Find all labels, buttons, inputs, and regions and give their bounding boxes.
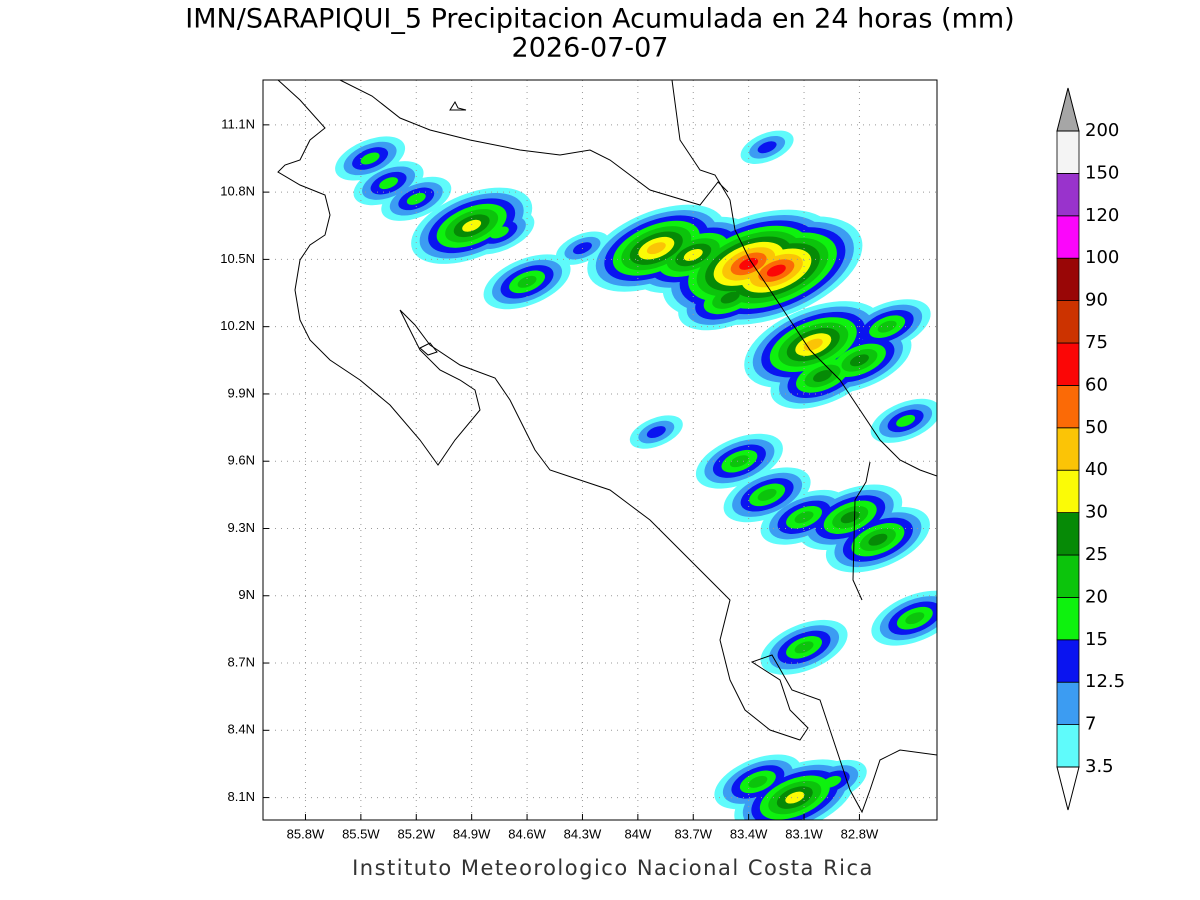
colorbar-under [1056,766,1080,811]
axes: 85.8W 85.5W 85.2W 84.9W 84.6W 84.3W 84W 83.7W 83… [220,116,879,841]
colorbar-label: 25 [1085,544,1108,565]
y-tick-label: 9.6N [228,453,255,468]
precip-contour [785,791,805,804]
colorbar-swatch [1056,427,1080,471]
x-tick-label: 84W [624,826,651,841]
y-tick-label: 9.3N [228,520,255,535]
precip-contour [489,226,509,239]
colorbar-swatch [1056,724,1080,768]
precip-contour [896,414,916,427]
colorbar-swatch [1056,172,1080,217]
x-tick-label: 85.2W [397,826,435,841]
precip-contour [822,775,842,788]
subtitle: 2026-07-07 [512,33,669,64]
y-tick-label: 10.5N [220,251,255,266]
colorbar-label: 7 [1085,714,1096,735]
precip-contour [813,370,832,382]
panama-border [852,461,871,601]
y-tick-label: 9.9N [228,385,255,400]
colorbar-swatch [1056,384,1080,429]
x-tick-label: 85.5W [342,826,380,841]
colorbar-label: 200 [1085,120,1119,141]
colorbar-label: 12.5 [1085,671,1125,692]
colorbar-label: 75 [1085,332,1108,353]
precip-contour [729,455,749,468]
precip-contour [868,533,888,546]
y-tick-label: 11.1N [221,116,255,131]
colorbar-label: 15 [1085,629,1108,650]
precip-contour [646,426,666,439]
pacific-coast [277,80,937,814]
colorbar-label: 40 [1085,459,1108,480]
colorbar-label: 20 [1085,586,1108,607]
y-tick-label: 8.1N [228,789,255,804]
caribbean-coast [671,80,937,477]
x-tick-label: 84.3W [564,826,602,841]
precip-contour [360,152,380,165]
x-tick-label: 83.1W [785,826,823,841]
precip-contour [766,264,786,277]
y-tick-label: 10.2N [220,318,255,333]
colorbar-label: 50 [1085,417,1108,438]
precip-contour [794,511,814,524]
colorbar-label: 60 [1085,374,1108,395]
precip-contour [748,775,768,788]
coastlines [277,80,937,814]
colorbar-swatch [1056,130,1080,174]
colorbar-swatch [1056,257,1080,302]
title: IMN/SARAPIQUI_5 Precipitacion Acumulada … [185,4,1014,35]
colorbar-swatch [1056,512,1080,556]
colorbar-over [1056,87,1080,132]
precip-contour [406,192,426,205]
x-tick-label: 83.4W [730,826,768,841]
island [419,100,467,356]
colorbar-swatch [1056,554,1080,598]
colorbar-swatch [1056,639,1080,683]
x-tick-label: 82.8W [841,826,879,841]
colorbar-swatch [1056,597,1080,641]
footer: Instituto Meteorologico Nacional Costa R… [352,856,874,880]
y-tick-label: 9N [238,587,255,602]
grid [263,80,937,820]
y-tick-label: 10.8N [220,184,255,199]
y-tick-label: 8.7N [228,654,255,669]
precip-contour [739,257,759,270]
colorbar-label: 150 [1085,162,1119,183]
colorbar-label: 30 [1085,502,1108,523]
colorbar-label: 90 [1085,290,1108,311]
colorbar-label: 120 [1085,205,1119,226]
colorbar-label: 100 [1085,247,1119,268]
precip-contour [720,291,740,304]
colorbar-swatch [1056,300,1080,344]
map-frame [262,79,938,821]
precip-contour [517,275,537,288]
colorbar-swatch [1056,342,1080,386]
x-tick-label: 84.6W [508,826,546,841]
colorbar-swatch [1056,681,1080,726]
precip-contour [905,612,925,625]
precip-contour [794,641,814,654]
precip-contour [757,488,777,501]
precip-contour [757,141,777,154]
precip-contour [849,354,869,367]
x-tick-label: 85.8W [287,826,325,841]
colorbar-label: 3.5 [1085,756,1114,777]
colorbar: 3.5 7 12.5 15 20 25 30 40 50 60 75 90 100 120 150 200 [1056,87,1125,811]
x-tick-label: 83.7W [674,826,712,841]
x-tick-label: 84.9W [453,826,491,841]
precip-contour [646,242,666,255]
colorbar-swatch [1056,215,1080,259]
precip-contour [462,219,482,232]
northern-border [339,80,729,206]
y-tick-label: 8.4N [228,722,255,737]
precip-contour [379,177,399,190]
precipitation-layer [335,130,937,820]
colorbar-swatch [1056,469,1080,514]
